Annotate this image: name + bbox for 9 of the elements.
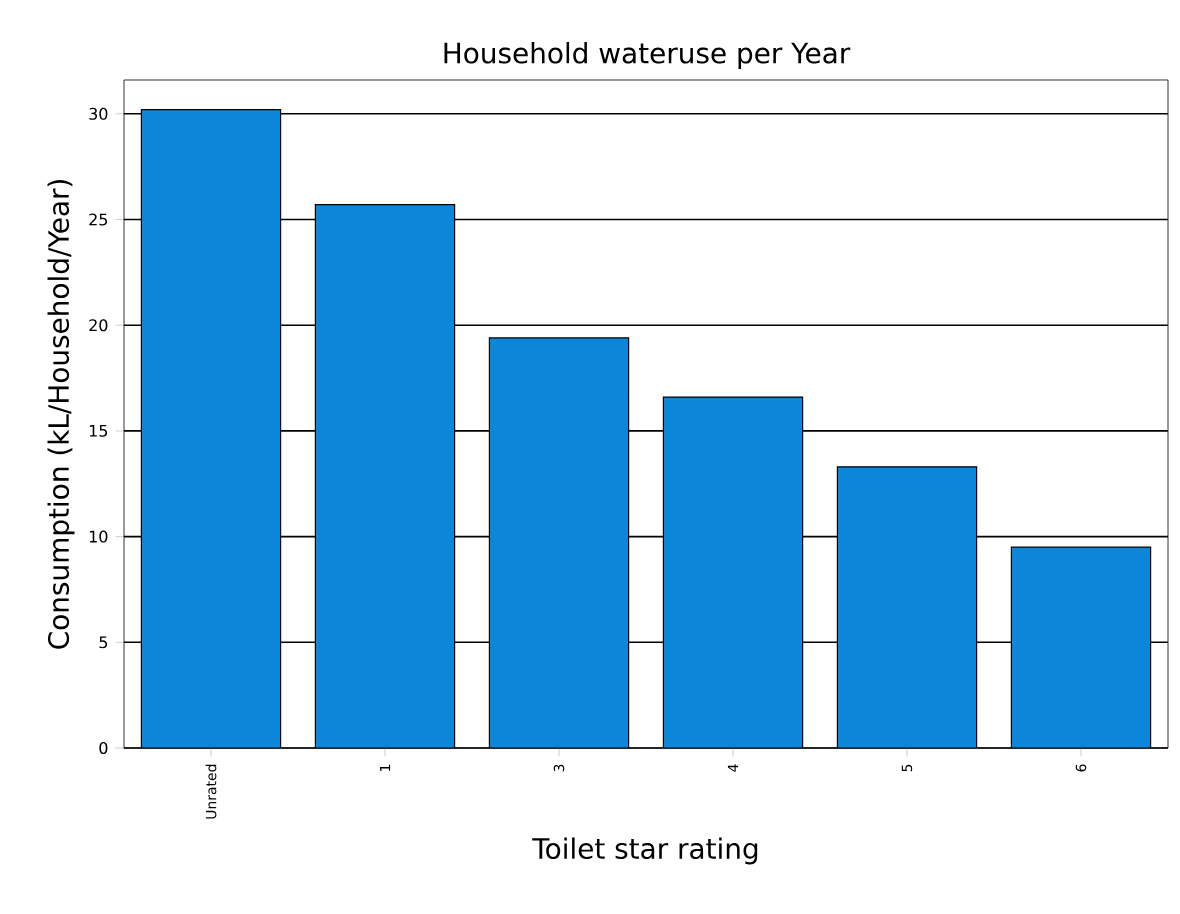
bar bbox=[315, 204, 455, 748]
bar bbox=[837, 466, 977, 748]
y-axis-title: Consumption (kL/Household/Year) bbox=[47, 180, 75, 649]
bar bbox=[1010, 546, 1152, 748]
x-axis-title: Toilet star rating bbox=[532, 837, 758, 865]
bar bbox=[141, 109, 281, 748]
bar bbox=[489, 337, 629, 748]
chart-title: Household wateruse per Year bbox=[444, 42, 851, 69]
bar bbox=[663, 397, 803, 748]
